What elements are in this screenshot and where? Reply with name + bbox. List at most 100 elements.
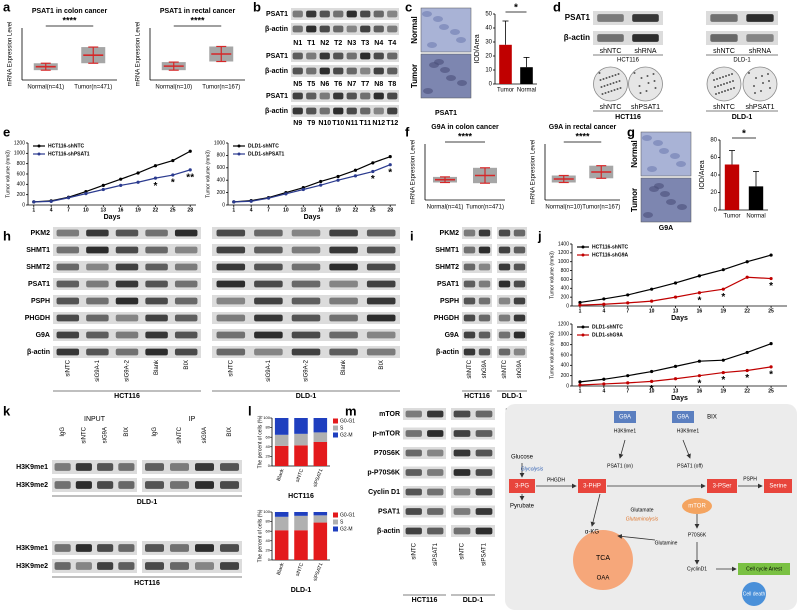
enzyme-box xyxy=(672,411,694,423)
blot-band xyxy=(346,92,357,100)
blot-band xyxy=(216,280,246,288)
blot-band xyxy=(174,280,198,288)
blot-band xyxy=(513,246,526,254)
data-point xyxy=(578,380,582,384)
legend-label: DLD1-shG9A xyxy=(592,332,623,338)
y-tick-label: 0 xyxy=(222,202,225,208)
blot-band xyxy=(254,314,283,322)
blot-band xyxy=(97,481,114,489)
ihc-texture xyxy=(423,88,433,94)
blot-band xyxy=(75,562,92,570)
blot-band xyxy=(478,331,491,339)
lane-label: T10 xyxy=(332,120,344,127)
colony xyxy=(639,92,642,94)
blot-band xyxy=(319,10,330,18)
data-point xyxy=(745,275,749,279)
blot-band xyxy=(366,297,396,305)
row-label: H3K9me1 xyxy=(16,545,48,552)
x-tick-label: 22 xyxy=(353,207,359,213)
x-tick-label: 7 xyxy=(67,207,70,213)
blot-band xyxy=(56,280,80,288)
x-tick-label: 1 xyxy=(579,308,582,314)
blot-band xyxy=(513,263,526,271)
blot-band xyxy=(366,314,396,322)
blot-band xyxy=(54,481,71,489)
y-axis-label: Tumor volume (mm3) xyxy=(5,150,11,198)
annotation: * xyxy=(697,378,701,389)
y-tick-label: 1000 xyxy=(558,332,569,338)
legend-swatch xyxy=(333,519,338,525)
colony xyxy=(719,77,721,79)
lane-label: shPSAT1 xyxy=(631,104,660,111)
ihc-texture xyxy=(427,42,437,48)
bar-segment xyxy=(294,530,308,560)
colony xyxy=(769,87,771,89)
annotation: * xyxy=(745,373,749,384)
cell-line-label: HCT116 xyxy=(617,58,640,64)
lane-label: siNTC xyxy=(228,359,234,376)
x-tick-label: 7 xyxy=(626,388,629,394)
y-tick-label: 200 xyxy=(561,373,570,379)
blot-band xyxy=(478,348,491,356)
blot-band xyxy=(174,263,198,271)
blot-band xyxy=(145,481,164,489)
panel-label: j xyxy=(537,228,542,243)
blot-band xyxy=(360,92,371,100)
blot-band xyxy=(75,481,92,489)
blot-band xyxy=(427,449,444,457)
data-point xyxy=(388,155,392,159)
diagram-node: 3-PSer xyxy=(713,484,732,490)
colony xyxy=(609,83,612,85)
blot-band xyxy=(360,67,371,75)
y-tick-label: 600 xyxy=(561,277,570,283)
blot-band xyxy=(145,348,168,356)
colony xyxy=(730,88,732,90)
chart-title: HCT116 xyxy=(288,493,314,500)
blot-band xyxy=(56,331,80,339)
blot-band xyxy=(216,348,246,356)
blot-band xyxy=(373,92,384,100)
colony xyxy=(600,86,603,88)
data-point xyxy=(153,176,158,180)
lane-label: siNTC xyxy=(81,426,87,443)
data-point xyxy=(721,358,725,362)
blot-band xyxy=(427,410,444,418)
blot-band xyxy=(145,280,168,288)
blot-band xyxy=(333,52,344,60)
blot-band xyxy=(632,34,659,42)
blot-band xyxy=(195,544,214,552)
blot-band xyxy=(329,348,358,356)
lane-label: siNTC xyxy=(177,426,183,443)
blot-band xyxy=(195,562,214,570)
protein-label: Cyclin D1 xyxy=(368,489,400,496)
series-line xyxy=(233,164,391,203)
lane-label: N8 xyxy=(374,81,383,88)
x-tick-label: siPSAT1 xyxy=(312,562,324,582)
colony xyxy=(761,75,763,77)
blot-band xyxy=(453,449,471,457)
bar-segment xyxy=(313,442,328,466)
significance: **** xyxy=(190,15,205,25)
pathway-arrow xyxy=(682,439,691,459)
cell-line-label: DLD-1 xyxy=(137,499,158,506)
blot-band xyxy=(115,348,139,356)
protein-label: PSAT1 xyxy=(266,11,288,18)
x-tick-label: 22 xyxy=(744,308,750,314)
ihc-texture xyxy=(433,16,443,22)
blot-band xyxy=(746,14,774,22)
blot-band xyxy=(346,25,357,33)
bar-segment xyxy=(294,512,308,516)
x-tick-label: 22 xyxy=(744,388,750,394)
diagram-node: H3K9me1 xyxy=(677,428,699,434)
blot-band xyxy=(292,52,303,60)
legend-marker xyxy=(37,152,41,156)
cell-line-label: DLD-1 xyxy=(502,393,523,400)
blot-band xyxy=(366,263,396,271)
y-tick-label: 1000 xyxy=(14,151,25,157)
diagram-node: PSPH xyxy=(743,476,757,482)
cell-line-label: HCT116 xyxy=(464,393,490,400)
blot-band xyxy=(387,67,398,75)
lane-label: N7 xyxy=(347,81,356,88)
protein-label: PSAT1 xyxy=(378,508,400,515)
blot-band xyxy=(86,297,109,305)
